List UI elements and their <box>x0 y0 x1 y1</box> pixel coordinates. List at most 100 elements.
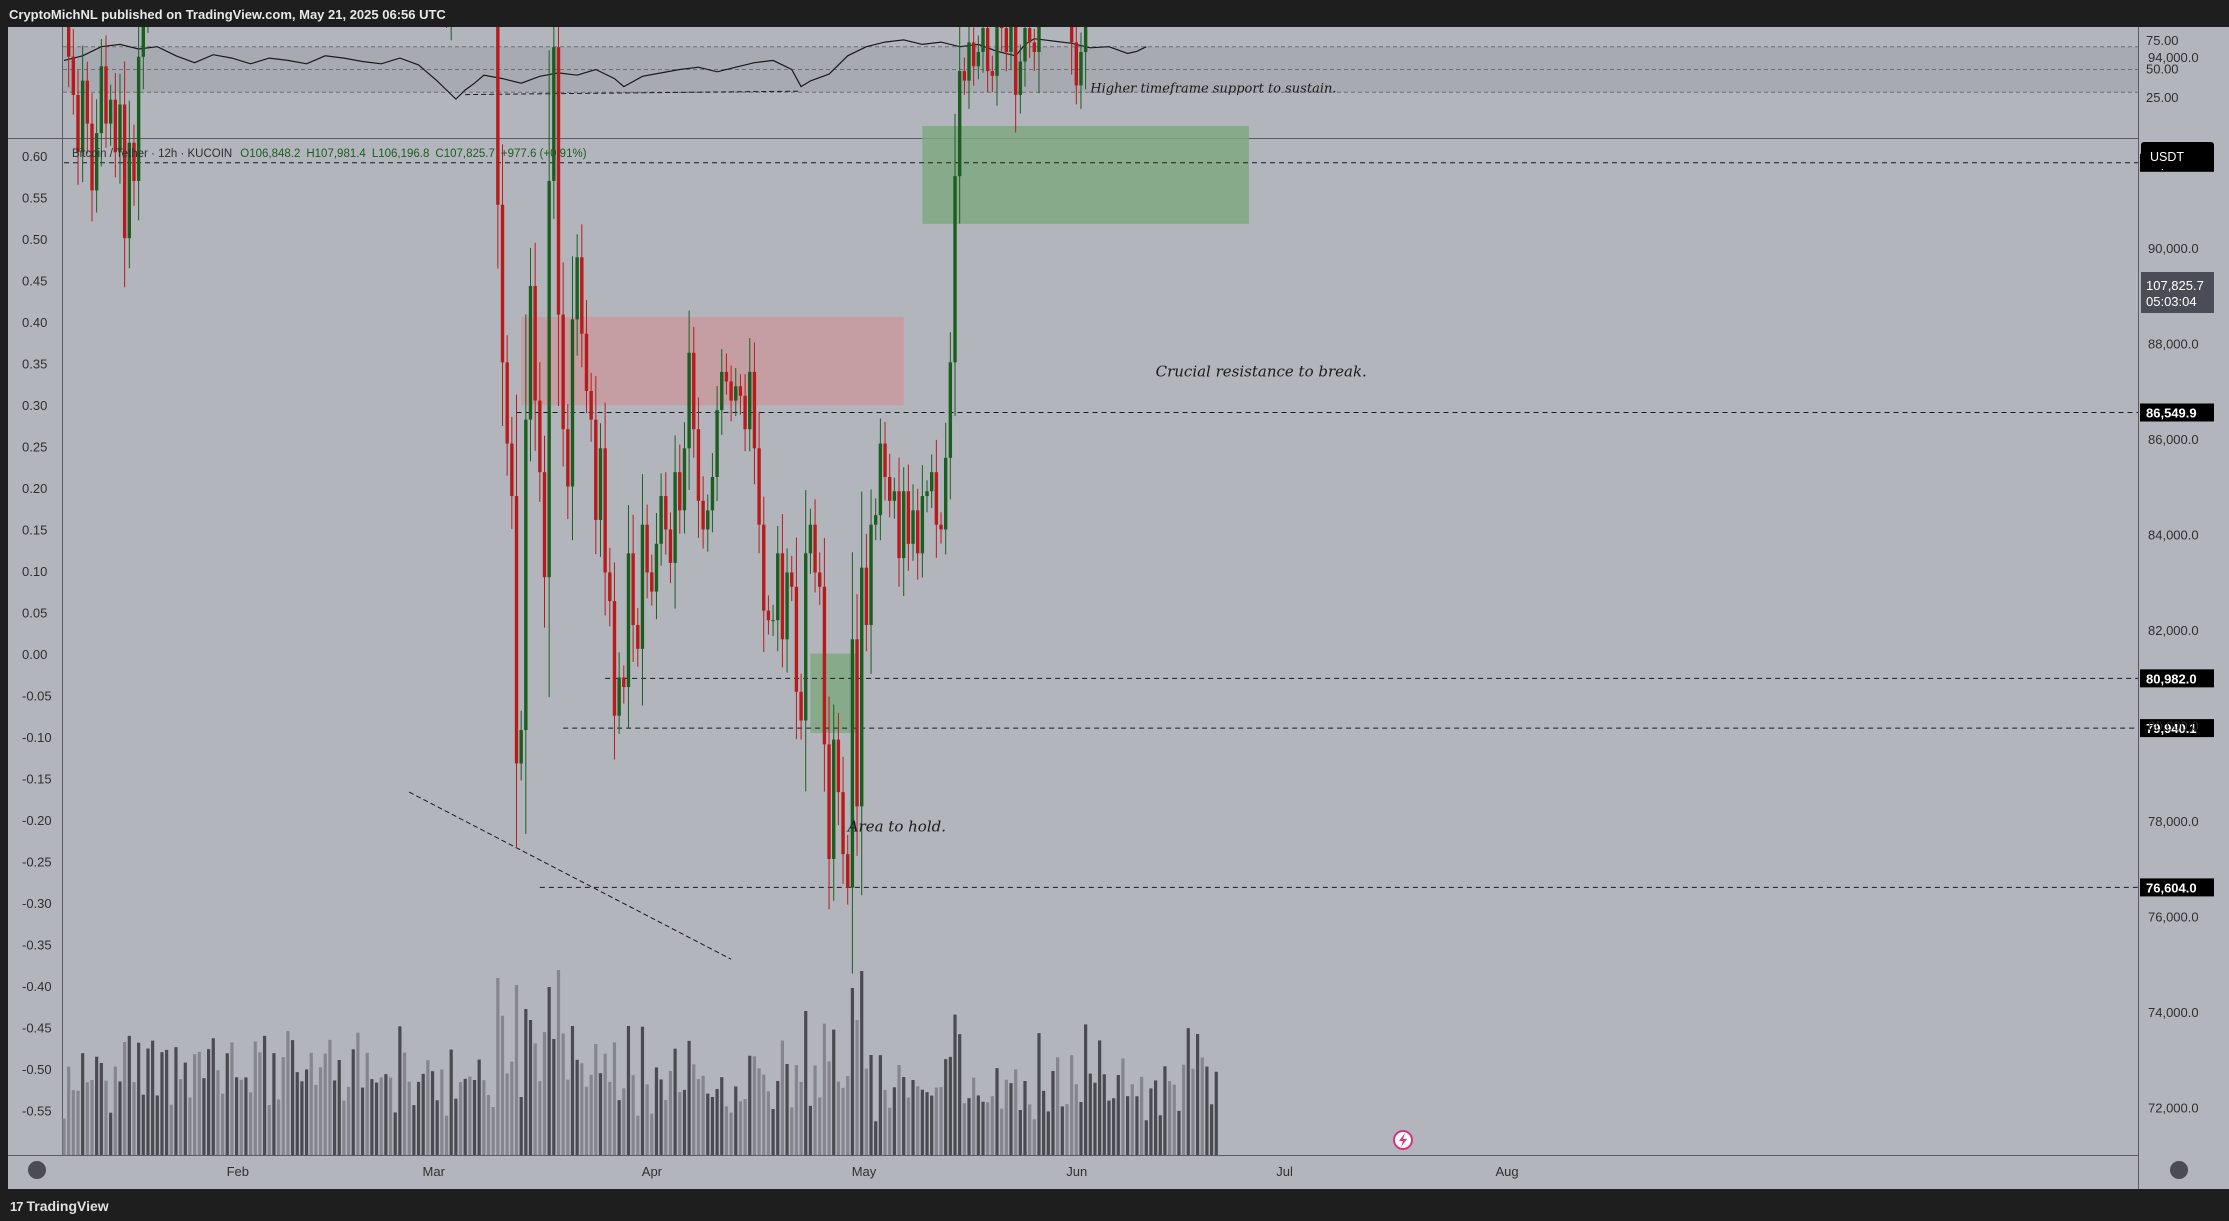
candle-body <box>141 27 146 57</box>
volume-bar <box>1200 1057 1204 1155</box>
volume-bar <box>1056 1057 1060 1155</box>
volume-bar <box>258 1052 262 1155</box>
candle-body <box>631 553 635 625</box>
candle-body <box>85 80 90 124</box>
price-panel-background <box>8 139 2138 1155</box>
candle-body <box>883 443 887 477</box>
volume-bar <box>393 1112 397 1155</box>
pct-tick-label: 0.30 <box>22 398 47 413</box>
candle-body <box>1004 28 1009 52</box>
time-tick-label: Jul <box>1276 1164 1293 1179</box>
volume-bar <box>239 1079 243 1155</box>
volume-bar <box>1135 1096 1139 1155</box>
volume-bar <box>986 1102 990 1155</box>
volume-bar <box>1042 1090 1046 1155</box>
candle-body <box>1037 27 1041 52</box>
volume-bar <box>1000 1108 1004 1155</box>
volume-bar <box>538 1081 542 1155</box>
volume-bar <box>1009 1083 1013 1155</box>
volume-bar <box>123 1042 127 1155</box>
volume-bar <box>1116 1075 1120 1155</box>
pct-tick-label: 0.25 <box>22 440 47 455</box>
candle-body <box>650 572 654 592</box>
volume-bar <box>976 1095 980 1155</box>
volume-bar <box>402 1052 407 1155</box>
pct-tick-label: -0.35 <box>22 938 52 953</box>
candle-body <box>598 448 603 520</box>
pct-tick-label: 0.20 <box>22 481 47 496</box>
candle-body <box>538 400 542 473</box>
candle-body <box>939 524 943 530</box>
candle-body <box>920 496 925 554</box>
volume-bar <box>752 1056 757 1155</box>
candle-body <box>76 94 80 153</box>
candle-body <box>636 624 640 649</box>
currency-badge[interactable] <box>2141 142 2214 169</box>
candle-body <box>846 854 850 888</box>
volume-bar <box>216 1070 220 1155</box>
pct-tick-label: -0.15 <box>22 772 52 787</box>
volume-bar <box>1214 1071 1218 1155</box>
scroll-left-handle[interactable] <box>28 1161 46 1179</box>
candle-body <box>696 429 701 501</box>
candle-body <box>1027 28 1032 43</box>
volume-bar <box>1046 1111 1050 1155</box>
volume-bar <box>1121 1058 1125 1155</box>
candle-body <box>874 515 878 525</box>
volume-bar <box>804 1011 808 1155</box>
pct-tick-label: -0.20 <box>22 813 52 828</box>
volume-bar <box>850 988 854 1155</box>
volume-bar <box>612 1042 617 1155</box>
currency-badge-label: USDT <box>2150 150 2184 164</box>
volume-bar <box>1065 1104 1069 1155</box>
volume-bar <box>1107 1100 1111 1155</box>
candles <box>66 27 1088 974</box>
volume-bar <box>253 1041 257 1155</box>
volume-bar <box>603 1053 607 1155</box>
volume-bar <box>902 1077 906 1155</box>
scroll-right-handle[interactable] <box>2170 1161 2188 1179</box>
volume-bar <box>664 1100 668 1155</box>
lightning-icon[interactable] <box>1393 1130 1413 1150</box>
volume-bar <box>617 1100 621 1155</box>
volume-bar <box>1172 1084 1176 1155</box>
volume-bar <box>165 1049 169 1155</box>
footer-bar: 17 TradingView <box>0 1189 2229 1221</box>
volume-bar <box>202 1078 206 1155</box>
volume-bar <box>468 1076 472 1155</box>
volume-bar <box>151 1040 155 1155</box>
volume-bar <box>1070 1055 1074 1155</box>
volume-bar <box>486 1095 491 1155</box>
candle-body <box>668 529 673 563</box>
candle-body <box>888 476 892 501</box>
volume-bar <box>561 1033 565 1155</box>
annotation-text: Higher timeframe support to sustain. <box>1089 82 1336 97</box>
volume-bar <box>678 1092 682 1155</box>
candle-body <box>818 572 822 587</box>
candle-body <box>804 553 808 721</box>
candle-body <box>94 133 99 191</box>
volume-bar <box>818 1097 822 1155</box>
volume-bar <box>715 1089 719 1155</box>
volume-bar <box>463 1078 467 1155</box>
candle-body <box>748 371 752 430</box>
volume-bar <box>118 1081 122 1155</box>
volume-bar <box>90 1080 94 1155</box>
candle-body <box>533 285 537 401</box>
key-level-tag <box>2140 669 2214 688</box>
volume-bar <box>640 1026 645 1155</box>
resistance-zone <box>521 316 904 406</box>
volume-bar <box>771 1109 775 1155</box>
tradingview-brand[interactable]: 17 TradingView <box>10 1198 109 1214</box>
candle-body <box>580 257 584 334</box>
candle-body <box>957 71 962 177</box>
volume-bar <box>127 1035 131 1155</box>
volume-bar <box>780 1040 785 1155</box>
volume-bar <box>1004 1079 1008 1155</box>
volume-bar <box>911 1080 915 1155</box>
volume-bar <box>295 1072 299 1155</box>
volume-bar <box>435 1100 439 1155</box>
volume-bar <box>346 1086 351 1155</box>
volume-bar <box>687 1040 691 1155</box>
